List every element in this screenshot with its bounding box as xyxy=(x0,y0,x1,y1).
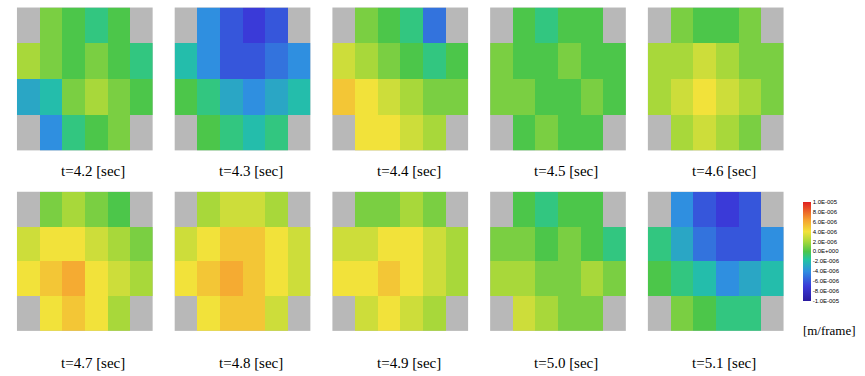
svg-text:t=4.9 [sec]: t=4.9 [sec] xyxy=(377,355,441,371)
svg-text:[m/frame]: [m/frame] xyxy=(803,323,856,338)
svg-text:6.0E-006: 6.0E-006 xyxy=(813,219,838,225)
svg-text:1.0E-005: 1.0E-005 xyxy=(813,199,838,205)
svg-text:t=4.4 [sec]: t=4.4 [sec] xyxy=(377,163,441,179)
svg-text:t=4.7 [sec]: t=4.7 [sec] xyxy=(61,355,125,371)
svg-text:t=4.8 [sec]: t=4.8 [sec] xyxy=(219,355,283,371)
svg-text:t=4.6 [sec]: t=4.6 [sec] xyxy=(692,163,756,179)
svg-text:-4.0E-006: -4.0E-006 xyxy=(813,268,840,274)
svg-text:t=4.3 [sec]: t=4.3 [sec] xyxy=(219,163,283,179)
svg-text:t=4.2 [sec]: t=4.2 [sec] xyxy=(61,163,125,179)
svg-text:-8.0E-006: -8.0E-006 xyxy=(813,288,840,294)
svg-text:0.0E+000: 0.0E+000 xyxy=(813,248,840,254)
svg-text:-1.0E-005: -1.0E-005 xyxy=(813,298,840,304)
svg-text:t=4.5 [sec]: t=4.5 [sec] xyxy=(534,163,598,179)
svg-text:-6.0E-006: -6.0E-006 xyxy=(813,278,840,284)
svg-text:2.0E-006: 2.0E-006 xyxy=(813,239,838,245)
svg-text:t=5.0 [sec]: t=5.0 [sec] xyxy=(534,355,598,371)
svg-text:8.0E-006: 8.0E-006 xyxy=(813,209,838,215)
svg-text:-2.0E-006: -2.0E-006 xyxy=(813,258,840,264)
svg-text:4.0E-006: 4.0E-006 xyxy=(813,229,838,235)
svg-text:t=5.1 [sec]: t=5.1 [sec] xyxy=(692,355,756,371)
